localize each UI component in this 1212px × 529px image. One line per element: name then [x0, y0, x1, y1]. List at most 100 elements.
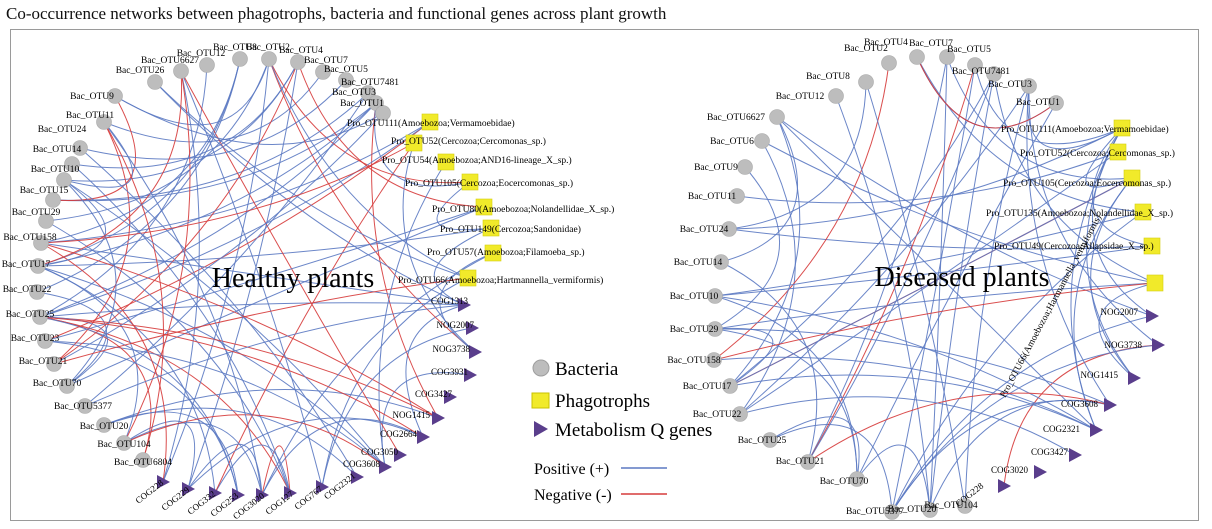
gene-node-nog3738: [1152, 338, 1165, 352]
gene-label-nog1415: NOG1415: [1081, 370, 1119, 380]
positive-edge: [71, 61, 299, 169]
bacteria-label-bac-otu10: Bac_OTU10: [31, 165, 80, 175]
positive-edge: [52, 102, 377, 202]
bacteria-label-bac-otu7481: Bac_OTU7481: [341, 78, 399, 88]
bacteria-node-bac-otu12: [199, 57, 215, 73]
bacteria-node-bac-otu20: [922, 502, 938, 518]
negative-edge: [713, 282, 1156, 361]
gene-node-cog2321: [1090, 423, 1103, 437]
negative-edge: [261, 445, 291, 496]
bacteria-label-bac-otu1: Bac_OTU1: [340, 99, 384, 109]
bacteria-node-bac-otu9: [107, 88, 123, 104]
phagotroph-node-pro-otu57-amoebozoa-filamoeba-sp: [484, 244, 502, 262]
positive-edge: [993, 73, 1156, 284]
positive-edge: [321, 327, 473, 488]
gene-label-nog2007: NOG2007: [437, 320, 475, 330]
positive-edge: [739, 396, 1076, 456]
bacteria-label-bac-otu24: Bac_OTU24: [680, 225, 729, 235]
bacteria-label-bac-otu14: Bac_OTU14: [674, 258, 723, 268]
positive-edge: [807, 56, 948, 463]
positive-edge: [728, 81, 867, 230]
positive-edge: [39, 316, 109, 387]
bacteria-node-bac-otu25: [32, 309, 48, 325]
bacteria-node-bac-otu6804: [135, 452, 151, 468]
positive-edge: [66, 206, 485, 387]
gene-label-cog127: COG127: [263, 488, 295, 516]
healthy-network-title: Healthy plants: [212, 263, 375, 294]
phagotroph-node-pro-otu66-amoebozoa-hartmannella-vermiformis: [1146, 274, 1164, 292]
positive-edge: [891, 64, 976, 513]
bacteria-node-bac-otu15: [45, 192, 61, 208]
bacteria-label-bac-otu70: Bac_OTU70: [33, 379, 82, 389]
positive-edge: [1073, 177, 1133, 431]
bacteria-node-bac-otu14: [713, 254, 729, 270]
phagotroph-label-pro-otu49-cercozoa-allapsidae-x-sp: Pro_OTU49(Cercozoa;Allapsidae_X_sp.): [994, 241, 1154, 252]
bacteria-label-bac-otu12: Bac_OTU12: [177, 49, 226, 59]
positive-edge: [63, 179, 386, 468]
positive-edge: [44, 340, 239, 496]
bacteria-node-bac-otu10: [56, 172, 72, 188]
negative-edge: [39, 316, 439, 419]
bacteria-node-bac-otu12: [828, 88, 844, 104]
bacteria-label-bac-otu4: Bac_OTU4: [279, 46, 323, 56]
gene-node-nog2007: [1146, 309, 1159, 323]
bacteria-label-bac-otu11: Bac_OTU11: [66, 111, 114, 121]
phagotroph-label-pro-otu105-cercozoa-eocercomonas-sp: Pro_OTU105(Cercozoa;Eocercomonas_sp.): [405, 178, 573, 189]
positive-edge: [974, 64, 1123, 145]
bacteria-label-bac-otu20: Bac_OTU20: [888, 505, 937, 515]
bacteria-label-bac-otu10: Bac_OTU10: [670, 292, 719, 302]
positive-edge: [769, 424, 893, 513]
gene-label-nog1415: NOG1415: [393, 410, 431, 420]
bacteria-node-bac-otu17: [722, 378, 738, 394]
positive-edge: [321, 277, 469, 488]
gene-node-cog332: [209, 486, 222, 500]
negative-edge: [180, 70, 401, 456]
bacteria-node-bac-otu29: [707, 321, 723, 337]
positive-edge: [720, 116, 799, 263]
positive-edge: [714, 245, 1153, 297]
negative-edge: [297, 61, 485, 208]
bacteria-node-bac-otu6627: [769, 109, 785, 125]
gene-node-nog3738: [469, 345, 482, 359]
phagotroph-label-pro-otu80-amoebozoa-nolandellidae-x-sp: Pro_OTU80(Amoebozoa;Nolandellidae_X_sp.): [432, 204, 614, 215]
phagotroph-label-pro-otu149-cercozoa-sandonidae: Pro_OTU149(Cercozoa;Sandonidae): [440, 224, 581, 235]
positive-edge: [63, 179, 117, 387]
bacteria-node-bac-otu11: [96, 114, 112, 130]
bacteria-node-bac-otu1: [1048, 95, 1064, 111]
positive-edge: [761, 140, 1156, 284]
positive-edge: [261, 252, 494, 496]
positive-edge: [123, 422, 263, 496]
gene-node-cog127: [284, 486, 297, 500]
bacteria-label-bac-otu25: Bac_OTU25: [738, 436, 787, 446]
positive-edge: [807, 73, 995, 463]
bacteria-label-bac-otu17: Bac_OTU17: [2, 260, 51, 270]
bacteria-label-bac-otu21: Bac_OTU21: [776, 457, 825, 467]
gene-label-cog2321: COG2321: [1043, 424, 1080, 434]
negative-edge: [807, 392, 1111, 463]
bacteria-node-bac-otu11: [729, 188, 745, 204]
gene-node-cog228: [998, 479, 1011, 493]
bacteria-node-bac-otu70: [849, 471, 865, 487]
positive-edge: [45, 58, 270, 222]
positive-edge: [45, 220, 291, 494]
negative-edge: [53, 121, 131, 365]
bacteria-node-bac-otu5377: [884, 504, 900, 520]
gene-node-cog3427: [1069, 448, 1082, 462]
positive-edge: [378, 161, 447, 468]
bacteria-label-bac-otu24: Bac_OTU24: [38, 125, 87, 135]
bacteria-label-bac-otu5377: Bac_OTU5377: [846, 507, 904, 517]
bacteria-label-bac-otu3: Bac_OTU3: [988, 80, 1032, 90]
figure-caption: Co-occurrence networks between phagotrop…: [6, 4, 667, 23]
phagotroph-label-pro-otu105-cercozoa-eocercomonas-sp: Pro_OTU105(Cercozoa;Eocercomonas_sp.): [1003, 178, 1171, 189]
phagotroph-node-pro-otu149-cercozoa-sandonidae: [482, 219, 500, 237]
diseased-network-edges: [713, 56, 1159, 513]
negative-edge: [40, 142, 415, 244]
negative-edge: [807, 64, 976, 463]
gene-label-nog3738: NOG3738: [1105, 340, 1143, 350]
bacteria-node-bac-otu1: [375, 105, 391, 121]
phagotroph-node-pro-otu111-amoebozoa-vermamoebidae: [421, 113, 439, 131]
bacteria-label-bac-otu25: Bac_OTU25: [6, 310, 55, 320]
bacteria-label-bac-otu29: Bac_OTU29: [670, 325, 719, 335]
bacteria-label-bac-otu6804: Bac_OTU6804: [114, 458, 172, 468]
